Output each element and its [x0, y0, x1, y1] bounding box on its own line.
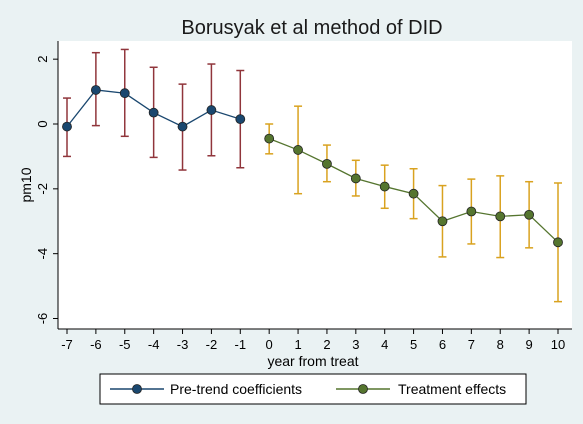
x-tick-label: -7	[61, 337, 73, 352]
data-point	[466, 206, 477, 217]
y-tick-label: 2	[35, 56, 50, 63]
y-tick-label: -6	[35, 313, 50, 325]
x-tick-label: 4	[381, 337, 388, 352]
data-point	[408, 188, 419, 199]
data-point	[62, 121, 72, 132]
data-point	[119, 88, 130, 99]
data-point	[524, 209, 535, 220]
legend-label-pre-trend: Pre-trend coefficients	[170, 381, 302, 397]
data-point	[206, 105, 217, 115]
series-layer	[62, 48, 563, 303]
x-tick-label: 2	[323, 337, 330, 352]
data-point	[437, 216, 448, 227]
x-tick-label: 1	[294, 337, 301, 352]
data-point	[293, 145, 303, 155]
series-1	[264, 105, 563, 303]
x-tick-label: 8	[497, 337, 504, 352]
data-point	[177, 121, 188, 132]
x-tick-label: 10	[551, 337, 565, 352]
data-point	[90, 85, 101, 95]
x-tick-label: -1	[235, 337, 247, 352]
legend-label-treatment: Treatment effects	[398, 381, 506, 397]
legend: Pre-trend coefficients Treatment effects	[99, 373, 527, 405]
x-axis-title: year from treat	[267, 353, 358, 369]
y-tick-label: 0	[35, 120, 50, 127]
data-point	[553, 237, 563, 248]
data-point	[264, 133, 275, 144]
data-point	[322, 158, 332, 169]
x-tick-label: 9	[526, 337, 533, 352]
x-tick-label: 7	[468, 337, 475, 352]
legend-swatch-marker-treatment	[358, 384, 368, 394]
axes	[57, 41, 572, 330]
plot-area	[58, 41, 572, 329]
data-point	[350, 173, 361, 184]
y-axis-ticks: -6 -4 -2 0 2	[35, 56, 58, 325]
x-tick-label: 3	[352, 337, 359, 352]
x-tick-label: -4	[148, 337, 160, 352]
legend-swatch-marker-pre-trend	[132, 384, 142, 394]
x-tick-label: 0	[266, 337, 273, 352]
x-tick-label: -6	[90, 337, 102, 352]
x-tick-label: 5	[410, 337, 417, 352]
data-point	[379, 181, 390, 192]
legend-box	[99, 373, 527, 405]
y-tick-label: -4	[35, 248, 50, 260]
x-tick-label: -5	[119, 337, 131, 352]
data-point	[235, 114, 246, 125]
x-axis-ticks: -7 -6 -5 -4 -3 -2 -1 0 1 2 3 4 5 6 7 8 9 10	[61, 329, 565, 352]
y-tick-label: -2	[35, 183, 50, 195]
series-0	[62, 48, 246, 171]
data-point	[495, 211, 506, 222]
chart-title: Borusyak et al method of DID	[181, 17, 442, 39]
data-point	[148, 107, 159, 118]
x-tick-label: 6	[439, 337, 446, 352]
x-tick-label: -2	[206, 337, 218, 352]
y-axis-title: pm10	[18, 167, 34, 202]
x-tick-label: -3	[177, 337, 189, 352]
